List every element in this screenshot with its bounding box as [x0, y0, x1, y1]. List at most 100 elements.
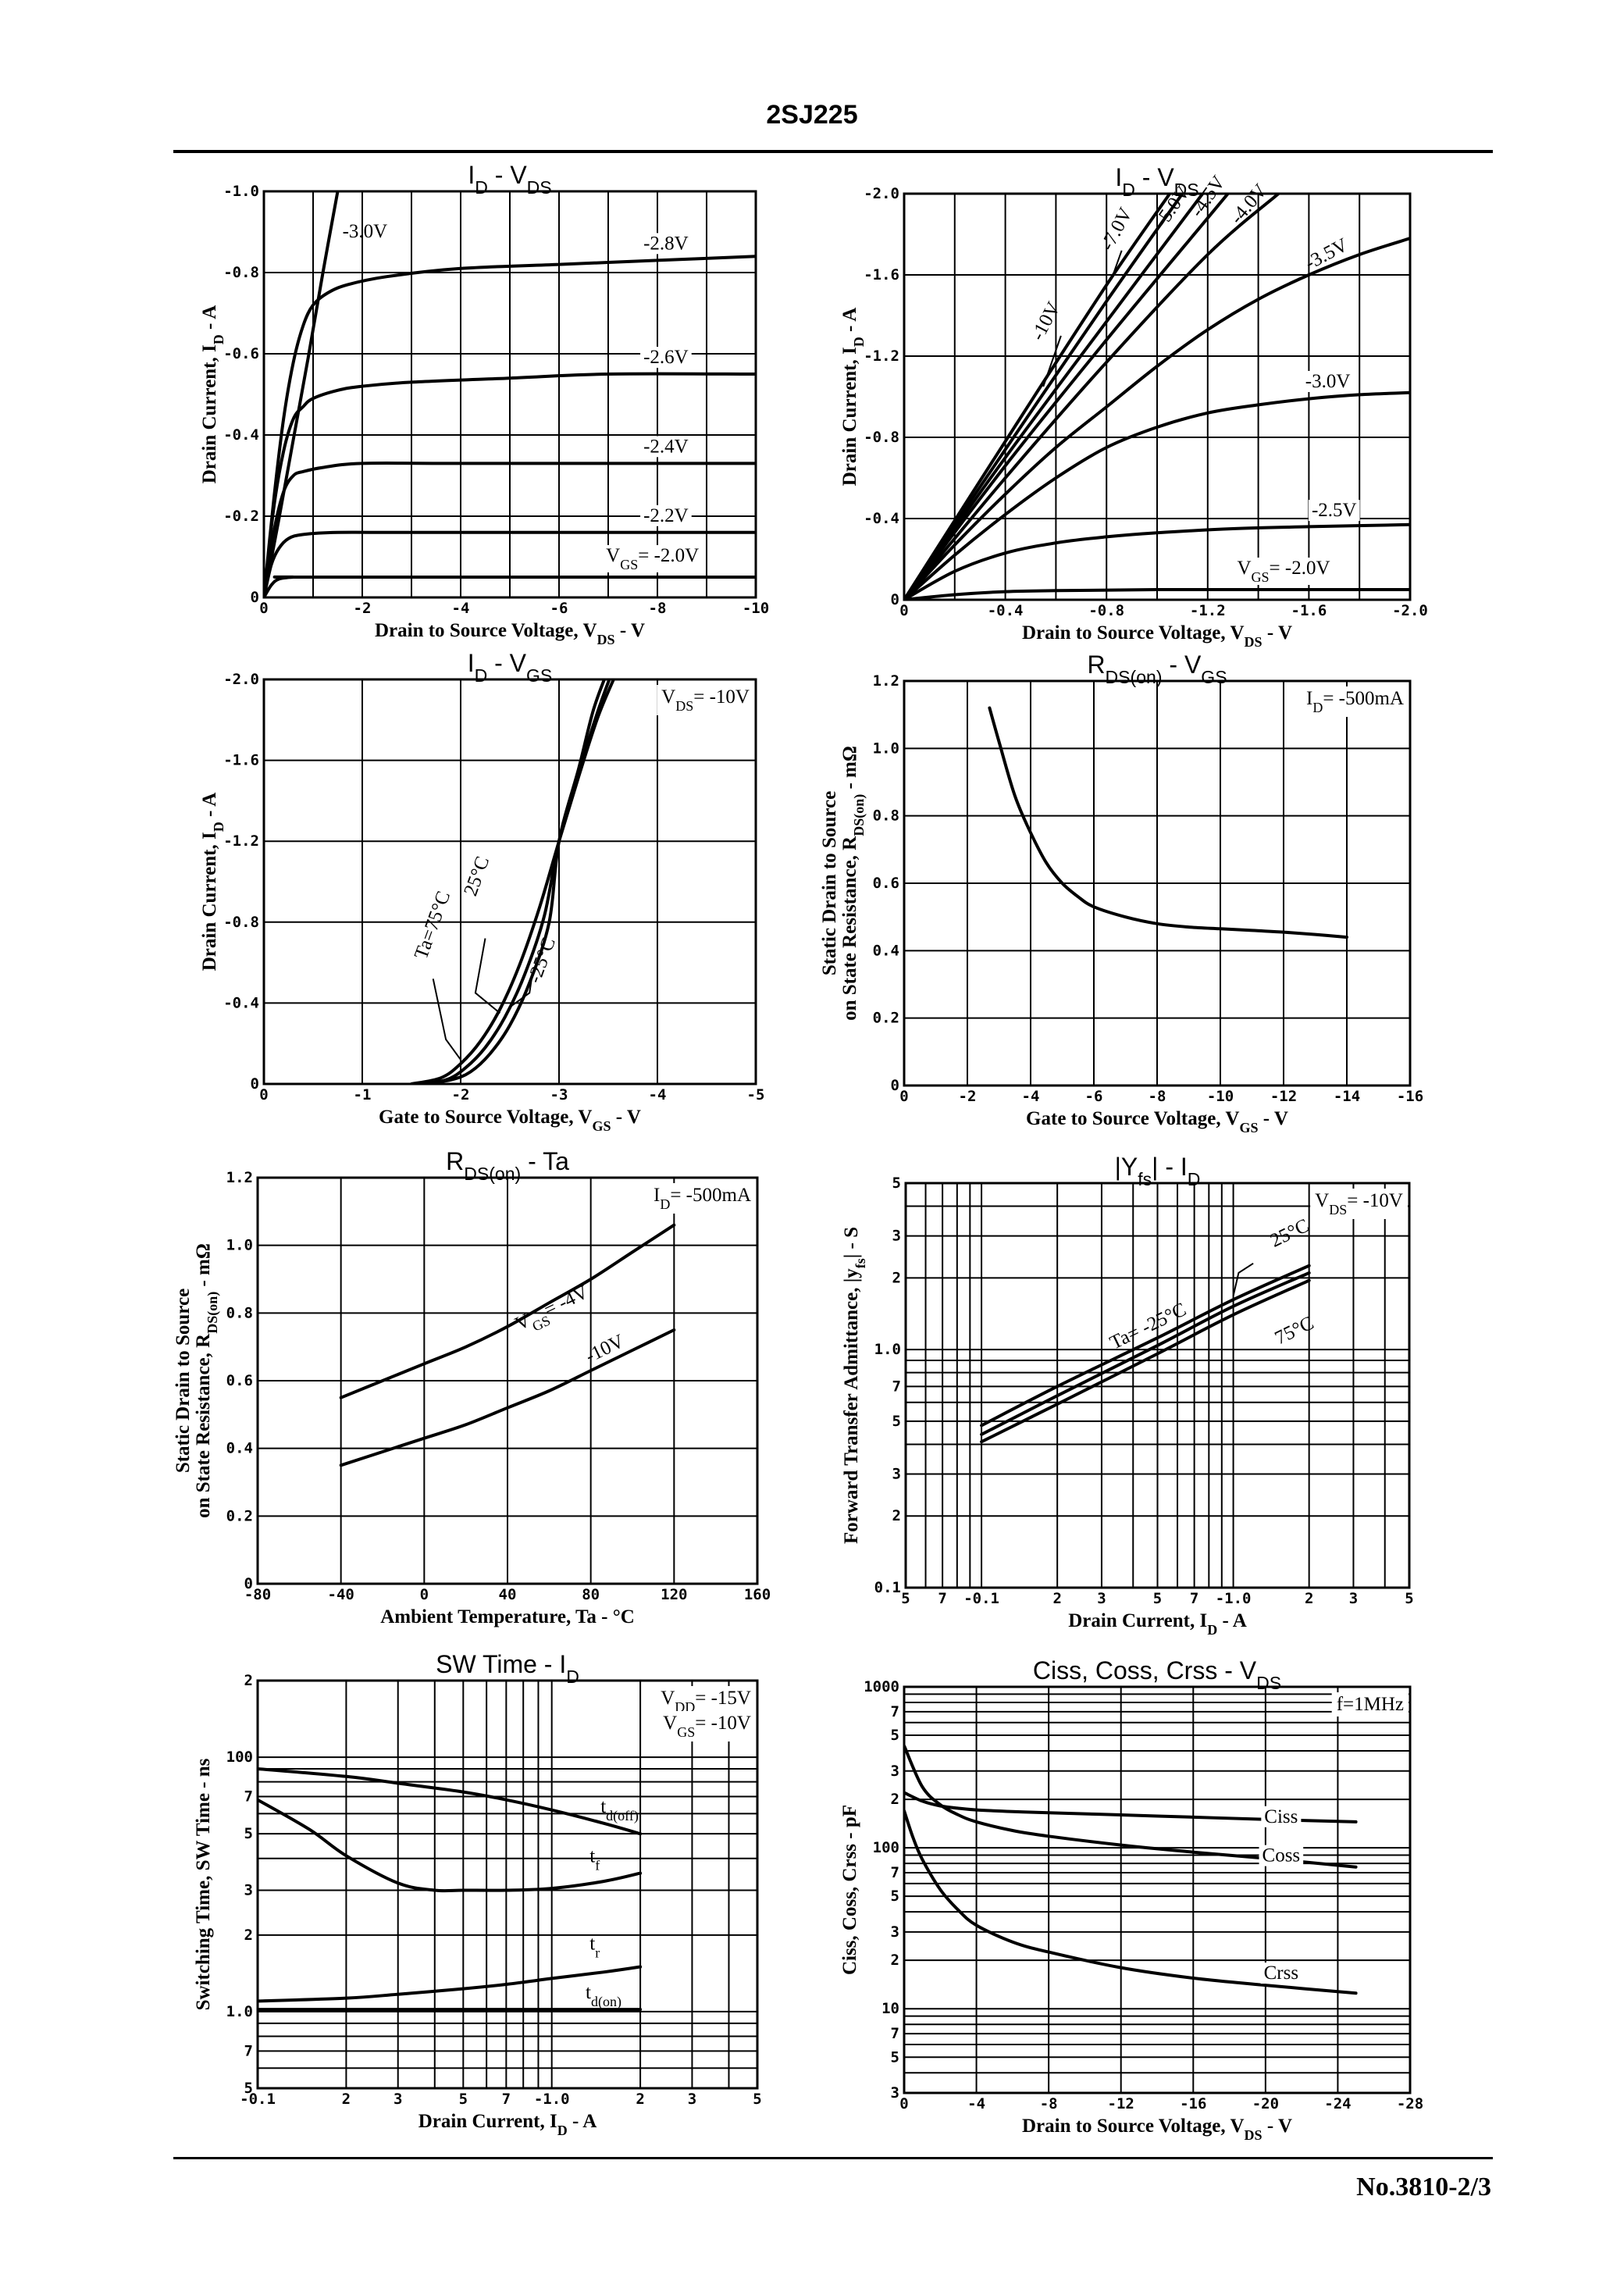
series-label: Crss — [1264, 1963, 1298, 1984]
y-tick-label: 2 — [892, 1507, 901, 1524]
y-tick-label: 7 — [892, 1378, 901, 1395]
x-tick-label: -3 — [550, 1086, 568, 1103]
x-tick-label: -8 — [649, 600, 667, 617]
condition-label-bg — [1310, 1189, 1408, 1219]
series-line-75-c — [980, 1278, 1311, 1444]
chart-title: |Yfs| - ID — [1115, 1153, 1201, 1189]
condition-label-bg — [1331, 1692, 1409, 1717]
series-line-vgs-4v — [339, 1223, 676, 1399]
condition-label-bg — [1301, 686, 1409, 717]
y-tick-label: 1.0 — [874, 1341, 901, 1358]
series-line-vgs-2-0v — [904, 587, 1410, 600]
series-line-ta-25-c — [980, 1264, 1311, 1428]
y-tick-label: 0 — [891, 1077, 899, 1094]
x-tick-label: -28 — [1397, 2095, 1423, 2112]
x-tick-label: -80 — [244, 1586, 271, 1603]
x-tick-label: -0.4 — [988, 602, 1024, 619]
series-label: td(off) — [600, 1796, 639, 1824]
series-line-tr — [258, 1965, 643, 2003]
series-label: -7.0V — [1097, 205, 1137, 255]
series-line-25-c — [415, 679, 611, 1084]
y-tick-label: -0.2 — [223, 508, 259, 525]
series-label: Coss — [1263, 1845, 1301, 1866]
x-tick-label: 3 — [1097, 1590, 1106, 1607]
series-label-bg — [640, 504, 692, 526]
chart-swtime-id: -0.1 2 3 5 7 -1.0 2 3 5 5 7 1.0 2 3 5 7 100 2 SW Time - ID… — [193, 1650, 762, 2138]
plot-frame — [903, 679, 1412, 1087]
series-label: tf — [589, 1846, 600, 1873]
x-tick-label: -1.2 — [1190, 602, 1226, 619]
y-tick-label: 5 — [891, 2048, 899, 2066]
label-leader-line — [474, 938, 501, 1014]
x-tick-label: 160 — [744, 1586, 771, 1603]
chart-title: Ciss, Coss, Crss - VDS — [1033, 1656, 1281, 1693]
y-tick-label: 5 — [244, 2080, 253, 2097]
y-axis-label: Static Drain to Source — [819, 791, 840, 975]
x-tick-label: 7 — [938, 1590, 946, 1607]
y-tick-label: -1.6 — [864, 266, 899, 283]
y-axis-label: Drain Current, ID - A — [199, 793, 226, 971]
x-tick-label: 80 — [582, 1586, 600, 1603]
y-tick-label: 0 — [251, 1075, 259, 1093]
series-line--3-5v — [904, 237, 1410, 600]
plot-frame — [904, 1182, 1411, 1589]
y-tick-label: 2 — [891, 1791, 899, 1808]
x-tick-label: -1.0 — [1216, 1590, 1252, 1607]
y-tick-label: 7 — [891, 2025, 899, 2042]
y-tick-label: 3 — [244, 1881, 253, 1898]
y-tick-label: 0 — [244, 1575, 253, 1592]
x-tick-label: -8 — [1149, 1088, 1166, 1105]
condition-label-2: VGS= -10V — [663, 1713, 751, 1740]
chart-title: SW Time - ID — [436, 1650, 579, 1687]
y-tick-label: -0.8 — [223, 264, 259, 281]
x-axis-label: Drain to Source Voltage, VDS - V — [1022, 2116, 1292, 2143]
y-tick-label: -0.8 — [864, 429, 899, 446]
label-leader-line — [432, 979, 461, 1061]
series-label: -2.6V — [643, 347, 689, 368]
label-leader-line — [509, 972, 533, 1008]
series-line--2-4v — [264, 462, 756, 597]
x-tick-label: 120 — [661, 1586, 687, 1603]
chart-title: ID - VGS — [468, 649, 553, 686]
series-line-ciss — [904, 1791, 1358, 1823]
series-line-tf — [258, 1798, 643, 1893]
x-tick-label: -16 — [1180, 2095, 1206, 2112]
x-tick-label: -4 — [1022, 1088, 1040, 1105]
condition-label-bg — [658, 1711, 756, 1741]
y-tick-label: 3 — [891, 2084, 899, 2102]
chart-id-vds-2: 0 -0.4 -0.8 -1.2 -1.6 -2.0 0 -0.4 -0.8 -1.2 -1.6 -2… — [839, 163, 1428, 650]
y-tick-label: 0.1 — [874, 1579, 901, 1596]
y-axis-label: on State Resistance, RDS(on) - mΩ — [193, 1243, 221, 1518]
condition-label-bg — [657, 685, 754, 715]
series-label-bg — [640, 233, 692, 255]
y-tick-label: 0.2 — [873, 1010, 899, 1027]
x-tick-label: 5 — [1405, 1590, 1413, 1607]
y-tick-label: 1.0 — [873, 740, 899, 757]
x-tick-label: -6 — [550, 600, 568, 617]
chart-title: ID - VDS — [1115, 163, 1198, 200]
plot-frame — [256, 1176, 759, 1585]
x-tick-label: -2.0 — [1392, 602, 1428, 619]
label-leader-line — [1042, 335, 1062, 387]
y-axis-label: Drain Current, ID - A — [199, 305, 226, 484]
series-line--2-2v — [264, 530, 756, 597]
x-tick-label: 5 — [459, 2091, 468, 2108]
series-line--4-0v — [904, 194, 1280, 600]
series-line--3-0v — [904, 390, 1410, 600]
x-tick-label: 40 — [499, 1586, 517, 1603]
series-line--5-0v — [904, 194, 1205, 600]
series-label: 75°C — [1272, 1313, 1317, 1349]
y-tick-label: -0.4 — [223, 994, 259, 1011]
x-tick-label: -1 — [354, 1086, 372, 1103]
x-axis-label: Drain to Source Voltage, VDS - V — [375, 620, 645, 647]
y-axis-label: Static Drain to Source — [173, 1289, 194, 1473]
series-label: -2.5V — [1312, 500, 1357, 521]
y-tick-label: -2.0 — [223, 671, 259, 688]
y-tick-label: -0.6 — [223, 345, 259, 362]
y-tick-label: 7 — [244, 1788, 253, 1806]
y-tick-label: 3 — [891, 1763, 899, 1780]
y-tick-label: 3 — [892, 1466, 901, 1483]
series-label: tr — [589, 1934, 600, 1961]
x-tick-label: 0 — [259, 600, 268, 617]
